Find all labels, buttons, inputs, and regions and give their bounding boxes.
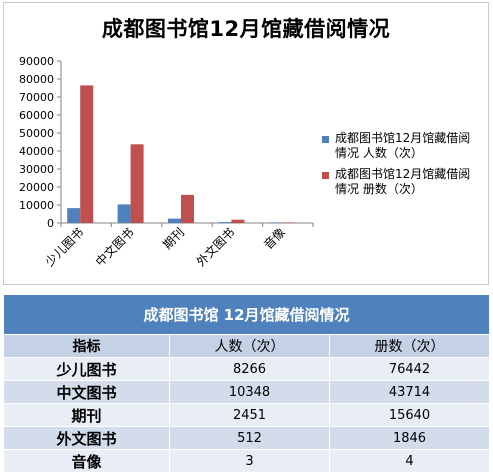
legend-label-volumes: 成都图书馆12月馆藏借阅情况 册数（次） <box>335 167 471 196</box>
row-label: 中文图书 <box>3 380 170 404</box>
table-row: 音像 3 4 <box>3 449 491 473</box>
bar-volumes <box>130 144 144 223</box>
x-tick-label: 少儿图书 <box>42 225 86 269</box>
y-tick-label: 0 <box>47 217 54 230</box>
legend-swatch-people <box>322 136 329 143</box>
legend-swatch-volumes <box>322 172 329 179</box>
y-tick-label: 70000 <box>19 91 54 104</box>
row-label: 音像 <box>3 449 170 473</box>
y-tick-label: 40000 <box>19 145 54 158</box>
table-row: 外文图书 512 1846 <box>3 426 491 450</box>
table-header-indicator: 指标 <box>3 334 170 358</box>
chart-title: 成都图书馆12月馆藏借阅情况 <box>101 17 391 41</box>
cell-volumes: 4 <box>328 449 491 473</box>
bar-volumes <box>281 222 295 223</box>
y-tick-label: 20000 <box>19 181 54 194</box>
table-header-people: 人数（次） <box>169 334 330 358</box>
y-tick-label: 10000 <box>19 199 54 212</box>
cell-volumes: 15640 <box>328 403 491 427</box>
table-row: 中文图书 10348 43714 <box>3 380 491 404</box>
table-title: 成都图书馆 12月馆藏借阅情况 <box>2 294 491 335</box>
data-table: 成都图书馆 12月馆藏借阅情况 指标 人数（次） 册数（次） 少儿图书 8266… <box>2 294 491 473</box>
bar-volumes <box>231 219 245 223</box>
chart-legend: 成都图书馆12月馆藏借阅情况 人数（次） 成都图书馆12月馆藏借阅情况 册数（次… <box>322 131 482 203</box>
bar-people <box>117 204 131 223</box>
x-tick-label: 外文图书 <box>193 225 238 270</box>
table-row: 期刊 2451 15640 <box>3 403 491 427</box>
cell-volumes: 1846 <box>328 426 491 450</box>
bar-volumes <box>181 194 194 223</box>
legend-label-people: 成都图书馆12月馆藏借阅情况 人数（次） <box>335 131 471 160</box>
table-row: 少儿图书 8266 76442 <box>3 357 491 381</box>
cell-people: 10348 <box>169 380 330 404</box>
bar-volumes <box>80 85 94 223</box>
cell-volumes: 76442 <box>328 357 491 381</box>
cell-people: 8266 <box>169 357 330 381</box>
x-tick-label: 中文图书 <box>92 225 137 270</box>
row-label: 少儿图书 <box>3 357 170 381</box>
legend-item-people: 成都图书馆12月馆藏借阅情况 人数（次） <box>322 131 482 161</box>
legend-item-volumes: 成都图书馆12月馆藏借阅情况 册数（次） <box>322 167 482 197</box>
y-tick-label: 60000 <box>19 109 54 122</box>
cell-people: 512 <box>169 426 330 450</box>
table-header-volumes: 册数（次） <box>328 334 491 358</box>
bar-people <box>168 218 181 223</box>
row-label: 外文图书 <box>3 426 170 450</box>
y-tick-label: 80000 <box>19 73 54 86</box>
y-tick-label: 50000 <box>19 127 54 140</box>
cell-people: 3 <box>169 449 330 473</box>
bar-people <box>268 222 282 223</box>
y-tick-label: 30000 <box>19 163 54 176</box>
chart-panel: 成都图书馆12月馆藏借阅情况 0 10000 20000 30000 40000 5000… <box>3 2 489 285</box>
table-header-row: 指标 人数（次） 册数（次） <box>3 334 491 358</box>
bar-people <box>218 222 232 223</box>
cell-volumes: 43714 <box>328 380 491 404</box>
y-tick-label: 90000 <box>19 55 54 68</box>
bar-people <box>67 208 81 223</box>
x-tick-label: 期刊 <box>160 225 187 252</box>
bar-chart: 0 10000 20000 30000 40000 50000 60000 70000 8000… <box>19 55 314 270</box>
cell-people: 2451 <box>169 403 330 427</box>
x-tick-label: 音像 <box>260 225 288 253</box>
row-label: 期刊 <box>3 403 170 427</box>
